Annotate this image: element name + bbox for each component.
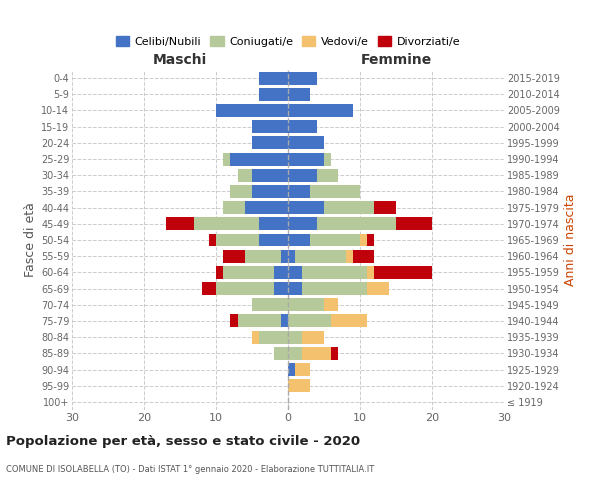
Text: Maschi: Maschi [153,53,207,67]
Bar [302,330,324,344]
Bar [252,136,288,149]
Y-axis label: Anni di nascita: Anni di nascita [564,194,577,286]
Bar [288,234,310,246]
Bar [259,330,288,344]
Bar [238,169,252,181]
Bar [324,152,331,166]
Bar [288,104,353,117]
Bar [324,201,374,214]
Bar [288,72,317,85]
Bar [310,234,360,246]
Text: Femmine: Femmine [361,53,431,67]
Bar [216,282,274,295]
Bar [259,218,288,230]
Bar [194,218,259,230]
Bar [302,282,367,295]
Bar [288,330,302,344]
Bar [288,201,324,214]
Bar [223,201,245,214]
Bar [288,347,302,360]
Bar [274,282,288,295]
Bar [331,347,338,360]
Bar [288,120,317,133]
Bar [252,185,288,198]
Bar [274,347,288,360]
Bar [259,88,288,101]
Bar [374,201,396,214]
Bar [281,250,288,262]
Bar [230,152,288,166]
Bar [288,314,331,328]
Bar [223,266,274,279]
Bar [367,282,389,295]
Bar [252,169,288,181]
Bar [216,266,223,279]
Y-axis label: Fasce di età: Fasce di età [23,202,37,278]
Bar [360,234,367,246]
Bar [317,169,338,181]
Bar [209,234,216,246]
Bar [288,152,324,166]
Legend: Celibi/Nubili, Coniugati/e, Vedovi/e, Divorziati/e: Celibi/Nubili, Coniugati/e, Vedovi/e, Di… [112,32,464,51]
Bar [202,282,216,295]
Bar [288,298,324,311]
Bar [288,266,302,279]
Bar [288,136,324,149]
Bar [252,330,259,344]
Text: COMUNE DI ISOLABELLA (TO) - Dati ISTAT 1° gennaio 2020 - Elaborazione TUTTITALIA: COMUNE DI ISOLABELLA (TO) - Dati ISTAT 1… [6,465,374,474]
Bar [302,347,331,360]
Bar [259,72,288,85]
Bar [288,218,317,230]
Bar [288,185,310,198]
Bar [396,218,432,230]
Bar [216,234,259,246]
Bar [367,234,374,246]
Bar [288,363,295,376]
Bar [230,314,238,328]
Bar [346,250,353,262]
Bar [331,314,367,328]
Bar [288,250,295,262]
Bar [374,266,432,279]
Bar [295,363,310,376]
Bar [245,250,281,262]
Bar [353,250,374,262]
Bar [238,314,281,328]
Bar [252,120,288,133]
Bar [281,314,288,328]
Bar [230,185,252,198]
Bar [245,201,288,214]
Bar [216,104,288,117]
Bar [317,218,396,230]
Bar [288,282,302,295]
Bar [310,185,360,198]
Bar [302,266,367,279]
Bar [223,250,245,262]
Text: Popolazione per età, sesso e stato civile - 2020: Popolazione per età, sesso e stato civil… [6,435,360,448]
Bar [295,250,346,262]
Bar [288,88,310,101]
Bar [166,218,194,230]
Bar [367,266,374,279]
Bar [223,152,230,166]
Bar [288,379,310,392]
Bar [274,266,288,279]
Bar [324,298,338,311]
Bar [288,169,317,181]
Bar [252,298,288,311]
Bar [259,234,288,246]
